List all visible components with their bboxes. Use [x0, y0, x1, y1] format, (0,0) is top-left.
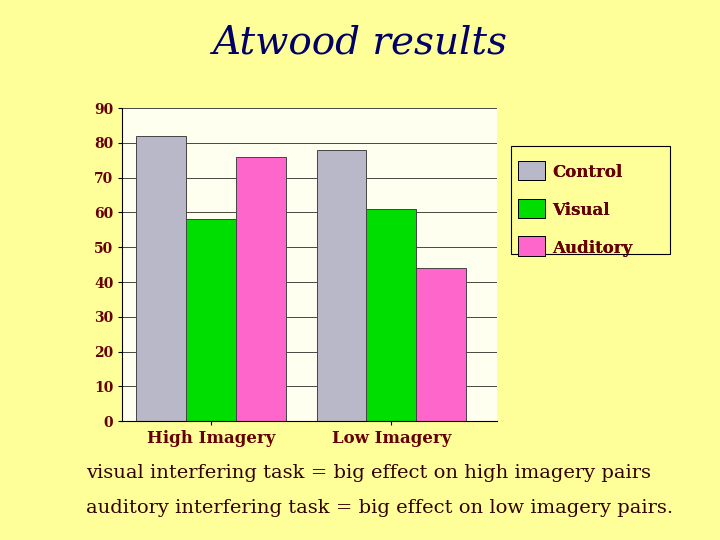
Text: Control: Control [552, 164, 622, 181]
Bar [136, 136, 186, 421]
Text: Visual: Visual [552, 202, 609, 219]
Text: visual interfering task = big effect on high imagery pairs: visual interfering task = big effect on … [86, 464, 652, 482]
Text: Auditory: Auditory [552, 240, 632, 257]
Text: Auditory: Auditory [552, 240, 632, 257]
Text: Control: Control [552, 164, 622, 181]
Bar [236, 157, 286, 421]
Text: Atwood results: Atwood results [212, 25, 508, 62]
Text: Visual: Visual [552, 202, 609, 219]
Bar [317, 150, 366, 421]
Bar [416, 268, 467, 421]
Bar [366, 209, 416, 421]
Text: auditory interfering task = big effect on low imagery pairs.: auditory interfering task = big effect o… [86, 499, 673, 517]
Bar [186, 219, 236, 421]
